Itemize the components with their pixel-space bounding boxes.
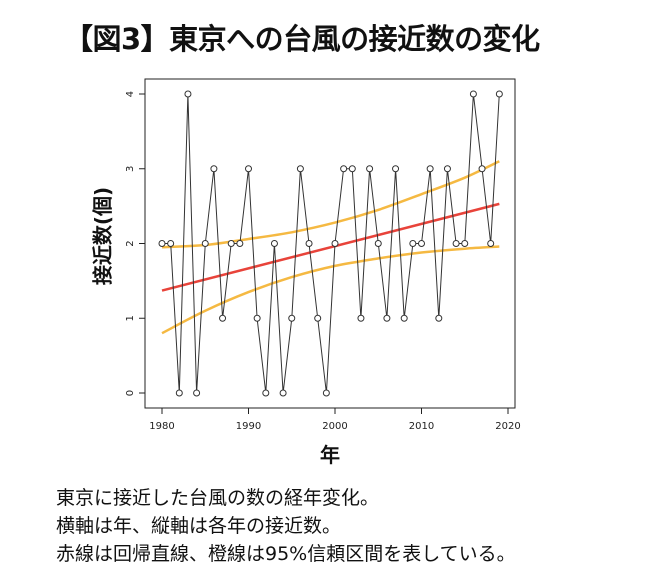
caption-line: 東京に接近した台風の数の経年変化。 xyxy=(56,487,380,509)
data-point xyxy=(314,314,322,322)
data-point xyxy=(210,165,218,173)
data-point xyxy=(322,389,330,397)
data-point xyxy=(478,165,486,173)
caption-line: 赤線は回帰直線、橙線は95%信頼区間を表している。 xyxy=(56,543,516,565)
data-point xyxy=(392,165,400,173)
data-point xyxy=(461,240,469,247)
data-point xyxy=(426,165,434,173)
data-point xyxy=(340,165,348,173)
data-point xyxy=(383,314,391,322)
data-point xyxy=(400,314,408,322)
data-point xyxy=(435,314,443,322)
data-point xyxy=(296,165,304,173)
y-tick-label: 1 xyxy=(125,315,136,321)
data-point xyxy=(305,240,313,247)
page-title: 【図3】東京への台風の接近数の変化 xyxy=(64,22,540,56)
data-point xyxy=(487,240,495,247)
y-axis-title: 接近数(個) xyxy=(91,187,115,285)
y-tick-label: 4 xyxy=(125,91,136,97)
caption: 東京に接近した台風の数の経年変化。 横軸は年、縦軸は各年の接近数。 赤線は回帰直… xyxy=(56,484,516,568)
data-point xyxy=(270,240,278,247)
data-point xyxy=(443,165,451,173)
data-point xyxy=(452,240,460,247)
data-point xyxy=(158,240,166,247)
data-point xyxy=(227,240,235,247)
regression-line xyxy=(161,202,500,292)
data-point xyxy=(219,314,227,322)
x-tick-label: 1980 xyxy=(149,421,174,432)
x-tick-label: 2000 xyxy=(322,421,347,432)
data-point xyxy=(245,165,252,173)
caption-line: 横軸は年、縦軸は各年の接近数。 xyxy=(56,515,342,537)
y-tick-label: 0 xyxy=(125,390,136,396)
data-point xyxy=(236,240,244,247)
data-point xyxy=(262,389,270,397)
x-tick-label: 1990 xyxy=(236,421,261,432)
data-point xyxy=(253,314,261,322)
data-point xyxy=(469,90,477,98)
ci-upper-line xyxy=(161,160,500,249)
data-point xyxy=(288,314,296,322)
data-point xyxy=(374,240,382,247)
ci-lower-line xyxy=(161,245,500,335)
data-point xyxy=(201,240,209,247)
data-point xyxy=(366,165,374,173)
y-tick-label: 2 xyxy=(125,240,136,246)
data-point xyxy=(348,165,356,173)
data-point xyxy=(167,240,175,247)
data-point xyxy=(175,389,183,397)
data-point xyxy=(193,389,201,397)
observed-series-line xyxy=(162,93,500,394)
data-point xyxy=(357,314,365,322)
data-point xyxy=(279,389,287,397)
data-point xyxy=(495,90,503,98)
data-point xyxy=(418,240,425,247)
data-point xyxy=(184,90,192,98)
x-axis-title: 年 xyxy=(320,443,340,467)
plot-layer: 1980 1990 2000 2010 2020 0 1 2 3 4 年 接近数(個) xyxy=(91,78,521,467)
data-point xyxy=(409,240,417,247)
x-tick-label: 2020 xyxy=(495,421,520,432)
y-tick-label: 3 xyxy=(125,166,136,172)
data-point xyxy=(331,240,339,247)
x-tick-label: 2010 xyxy=(409,421,434,432)
